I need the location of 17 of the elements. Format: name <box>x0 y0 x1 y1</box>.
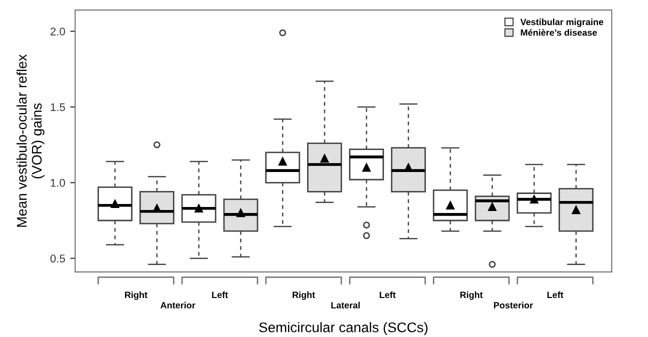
x-tick-label: Right <box>460 291 483 300</box>
x-tick-label: Left <box>547 291 564 298</box>
x-tick-label: Left <box>380 291 396 298</box>
text: Anterior <box>160 302 196 308</box>
text: Posterior <box>494 302 533 308</box>
x-axis-title: Semicircular canals (SCCs) <box>259 322 428 336</box>
y-axis-title: Mean vestibulo-ocular reflex (VOR) gains <box>16 54 44 227</box>
legend-label: Ménière’s disease <box>520 29 597 36</box>
text: Lateral <box>331 302 360 308</box>
y-tick-label: 1.5 <box>50 103 65 112</box>
x-tick-label: Left <box>212 291 228 298</box>
y-tick-label: 2.0 <box>50 28 66 36</box>
x-tick-label: Right <box>292 291 316 300</box>
y-tick-label: 0.5 <box>50 254 65 262</box>
legend-label: Vestibular migraine <box>520 18 604 28</box>
x-tick-label: Right <box>125 291 148 300</box>
y-tick-label: 1.0 <box>50 178 66 187</box>
